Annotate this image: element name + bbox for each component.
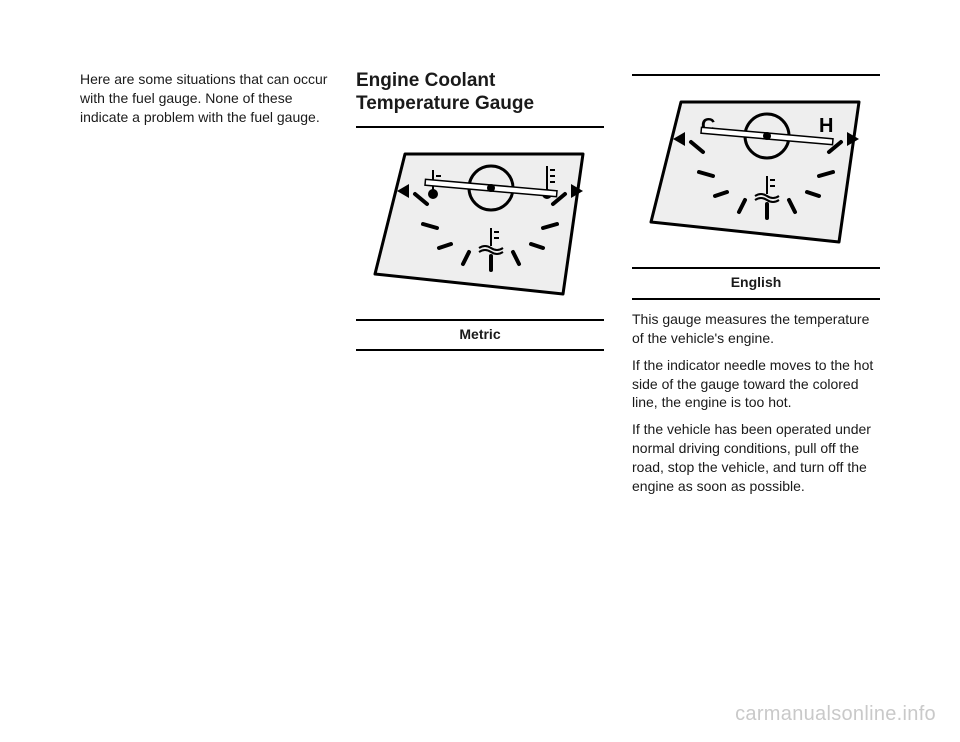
gauge-caption-metric: Metric	[356, 321, 604, 352]
column-3: C H English This gauge measures th	[632, 70, 880, 590]
gauge-label-hot: H	[819, 115, 833, 137]
coolant-gauge-english-icon: C H	[641, 84, 871, 259]
page-content: Here are some situations that can occur …	[80, 70, 880, 590]
section-heading: Engine Coolant Temperature Gauge	[356, 70, 604, 116]
gauge-caption-english: English	[632, 269, 880, 300]
column-1: Here are some situations that can occur …	[80, 70, 328, 590]
fuel-gauge-intro: Here are some situations that can occur …	[80, 70, 328, 127]
watermark-text: carmanualsonline.info	[735, 703, 936, 726]
coolant-gauge-metric-icon	[365, 136, 595, 311]
gauge-description-2: If the indicator needle moves to the hot…	[632, 356, 880, 413]
gauge-figure-english: C H	[632, 74, 880, 269]
gauge-description-1: This gauge measures the temperature of t…	[632, 310, 880, 348]
gauge-figure-metric	[356, 126, 604, 321]
gauge-description-3: If the vehicle has been operated under n…	[632, 420, 880, 496]
column-2: Engine Coolant Temperature Gauge	[356, 70, 604, 590]
